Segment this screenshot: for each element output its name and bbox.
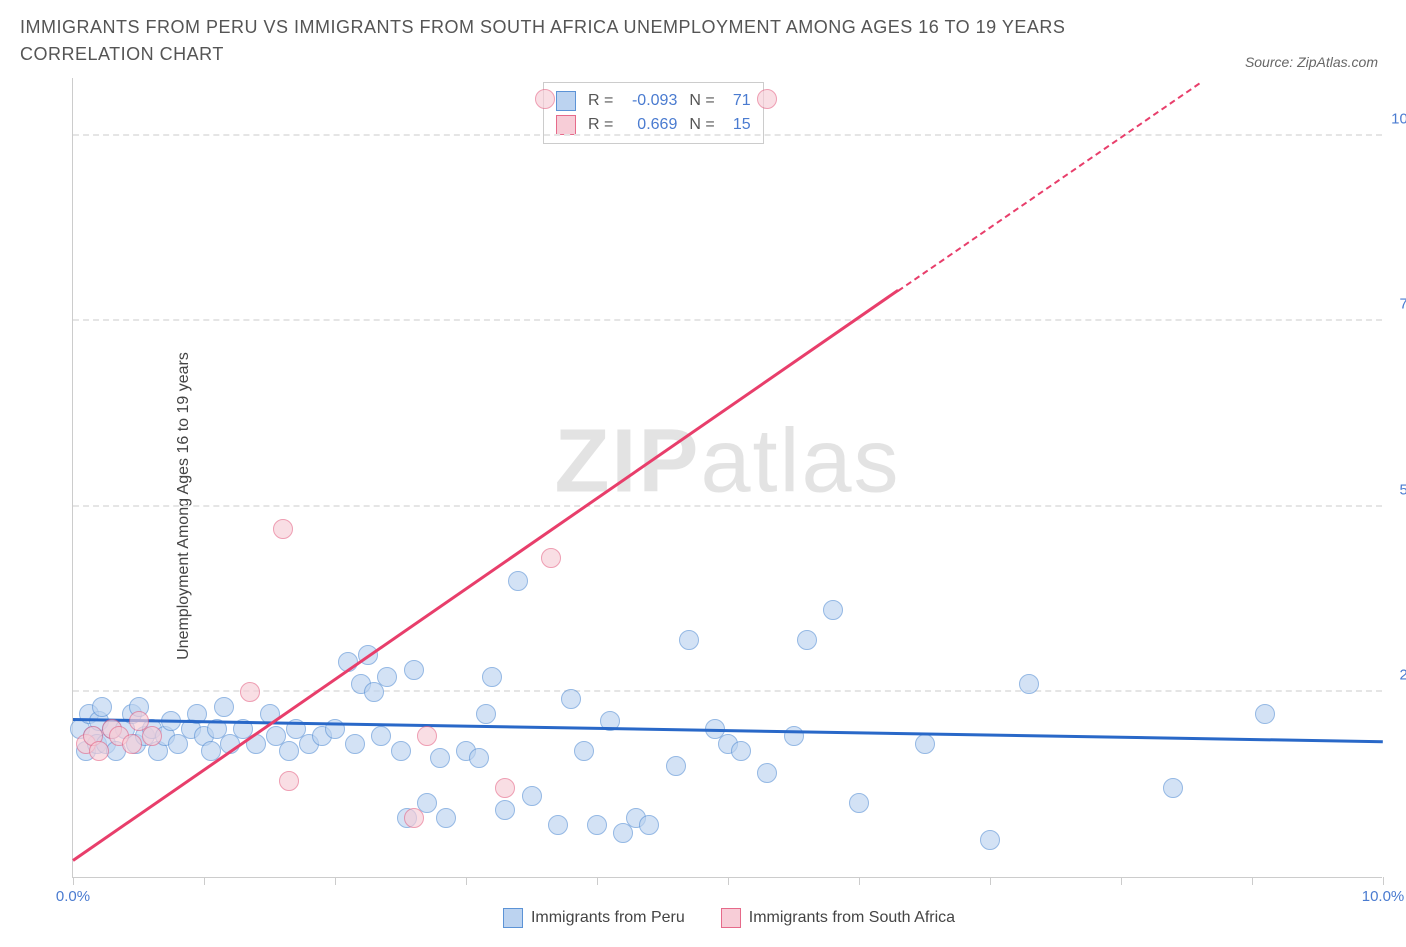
x-tick xyxy=(73,877,74,885)
plot-area: ZIPatlas R =-0.093N =71R =0.669N =15 25.… xyxy=(72,78,1382,878)
data-point xyxy=(345,734,365,754)
data-point xyxy=(731,741,751,761)
data-point xyxy=(757,763,777,783)
data-point xyxy=(436,808,456,828)
data-point xyxy=(404,660,424,680)
watermark-bold: ZIP xyxy=(554,411,700,511)
data-point xyxy=(495,800,515,820)
y-tick-label: 25.0% xyxy=(1399,666,1406,683)
gridline xyxy=(73,319,1382,321)
data-point xyxy=(666,756,686,776)
data-point xyxy=(122,734,142,754)
data-point xyxy=(417,726,437,746)
gridline xyxy=(73,134,1382,136)
x-tick-label: 10.0% xyxy=(1362,888,1405,905)
data-point xyxy=(469,748,489,768)
data-point xyxy=(679,630,699,650)
data-point xyxy=(430,748,450,768)
data-point xyxy=(404,808,424,828)
y-tick-label: 75.0% xyxy=(1399,296,1406,313)
x-tick-label: 0.0% xyxy=(56,888,90,905)
watermark: ZIPatlas xyxy=(554,410,900,513)
stats-row: R = -0.093 N = 71 xyxy=(556,89,751,113)
data-point xyxy=(1163,778,1183,798)
data-point xyxy=(980,830,1000,850)
legend-item: Immigrants from Peru xyxy=(503,908,685,928)
data-point xyxy=(797,630,817,650)
chart-title: IMMIGRANTS FROM PERU VS IMMIGRANTS FROM … xyxy=(20,14,1170,68)
data-point xyxy=(915,734,935,754)
data-point xyxy=(587,815,607,835)
legend-swatch xyxy=(503,908,523,928)
data-point xyxy=(574,741,594,761)
y-tick-label: 50.0% xyxy=(1399,481,1406,498)
data-point xyxy=(823,600,843,620)
data-point xyxy=(240,682,260,702)
data-point xyxy=(495,778,515,798)
data-point xyxy=(639,815,659,835)
data-point xyxy=(279,771,299,791)
data-point xyxy=(535,89,555,109)
y-tick-label: 100.0% xyxy=(1391,111,1406,128)
data-point xyxy=(273,519,293,539)
legend-swatch xyxy=(556,115,576,135)
legend-label: Immigrants from South Africa xyxy=(749,909,955,927)
data-point xyxy=(522,786,542,806)
data-point xyxy=(1255,704,1275,724)
x-tick xyxy=(466,877,467,885)
watermark-thin: atlas xyxy=(700,411,900,511)
trend-line-dashed xyxy=(898,83,1200,292)
x-tick xyxy=(204,877,205,885)
x-tick xyxy=(1252,877,1253,885)
x-tick xyxy=(990,877,991,885)
data-point xyxy=(279,741,299,761)
x-tick xyxy=(1121,877,1122,885)
x-tick xyxy=(728,877,729,885)
stat-r-value: -0.093 xyxy=(621,89,677,113)
data-point xyxy=(561,689,581,709)
data-point xyxy=(541,548,561,568)
x-tick xyxy=(1383,877,1384,885)
stat-r-label: R = xyxy=(588,89,613,113)
data-point xyxy=(371,726,391,746)
data-point xyxy=(377,667,397,687)
x-tick xyxy=(597,877,598,885)
bottom-legend: Immigrants from Peru Immigrants from Sout… xyxy=(72,908,1386,933)
data-point xyxy=(476,704,496,724)
gridline xyxy=(73,505,1382,507)
legend-label: Immigrants from Peru xyxy=(531,909,685,927)
data-point xyxy=(548,815,568,835)
data-point xyxy=(482,667,502,687)
data-point xyxy=(89,741,109,761)
legend-swatch xyxy=(556,91,576,111)
x-tick xyxy=(335,877,336,885)
legend-item: Immigrants from South Africa xyxy=(721,908,955,928)
gridline xyxy=(73,690,1382,692)
data-point xyxy=(92,697,112,717)
data-point xyxy=(214,697,234,717)
stat-n-label: N = xyxy=(689,89,714,113)
data-point xyxy=(757,89,777,109)
data-point xyxy=(391,741,411,761)
data-point xyxy=(142,726,162,746)
x-tick xyxy=(859,877,860,885)
data-point xyxy=(508,571,528,591)
source-credit: Source: ZipAtlas.com xyxy=(1245,54,1378,70)
chart-container: Unemployment Among Ages 16 to 19 years Z… xyxy=(20,78,1386,933)
data-point xyxy=(849,793,869,813)
data-point xyxy=(1019,674,1039,694)
legend-swatch xyxy=(721,908,741,928)
stat-n-value: 71 xyxy=(723,89,751,113)
